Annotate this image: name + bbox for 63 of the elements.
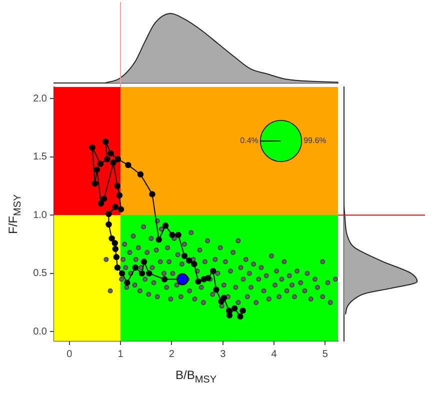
point — [149, 191, 156, 198]
point — [112, 240, 118, 246]
point — [132, 264, 138, 271]
point — [210, 268, 216, 274]
point — [98, 200, 104, 207]
point — [232, 305, 238, 312]
x-tick-label: 5 — [322, 348, 328, 360]
point — [176, 273, 188, 286]
point — [104, 156, 110, 162]
point — [124, 280, 130, 286]
point — [181, 252, 188, 260]
y-tick-label: 1.5 — [33, 152, 48, 163]
point — [218, 298, 224, 304]
point — [106, 210, 112, 218]
point — [137, 171, 144, 178]
point — [175, 232, 182, 238]
point — [195, 278, 202, 285]
point — [226, 308, 232, 314]
point — [118, 206, 124, 212]
x-tick-label: 0 — [66, 348, 73, 360]
point — [114, 264, 121, 271]
point — [240, 308, 246, 314]
y-tick-label: 0.0 — [33, 326, 48, 338]
point — [97, 160, 104, 167]
point — [94, 166, 100, 173]
point — [116, 192, 123, 198]
point — [106, 221, 112, 228]
point — [156, 236, 162, 243]
point — [161, 276, 168, 282]
point — [237, 313, 244, 320]
y-tick-label: 0.5 — [33, 268, 48, 280]
point — [89, 144, 96, 151]
point — [186, 258, 192, 264]
y-tick-label: 2.0 — [33, 93, 48, 104]
point — [110, 160, 116, 166]
y-tick-label: 1.0 — [33, 210, 48, 221]
point — [140, 258, 148, 265]
point — [114, 156, 122, 162]
point — [118, 270, 126, 277]
point — [112, 246, 119, 252]
point — [200, 276, 208, 282]
point — [191, 261, 198, 268]
point — [108, 150, 114, 157]
x-tick-label: 3 — [220, 348, 226, 360]
point — [102, 138, 109, 145]
point — [213, 286, 220, 293]
point — [112, 204, 119, 210]
x-tick-label: 1 — [118, 348, 124, 360]
point — [138, 270, 146, 277]
x-tick-label: 2 — [168, 348, 175, 360]
data-label: 99.6% — [304, 136, 326, 146]
x-axis-title: B/B$_{MSY}$ — [176, 368, 217, 386]
point — [169, 232, 176, 238]
point — [108, 235, 115, 242]
point — [162, 222, 169, 229]
data-label: 0.4% — [240, 136, 258, 146]
point — [146, 270, 152, 277]
x-tick-label: 4 — [271, 348, 278, 360]
point — [114, 182, 121, 190]
point — [92, 180, 98, 187]
point — [113, 254, 120, 260]
point — [101, 196, 108, 202]
point — [125, 162, 132, 168]
